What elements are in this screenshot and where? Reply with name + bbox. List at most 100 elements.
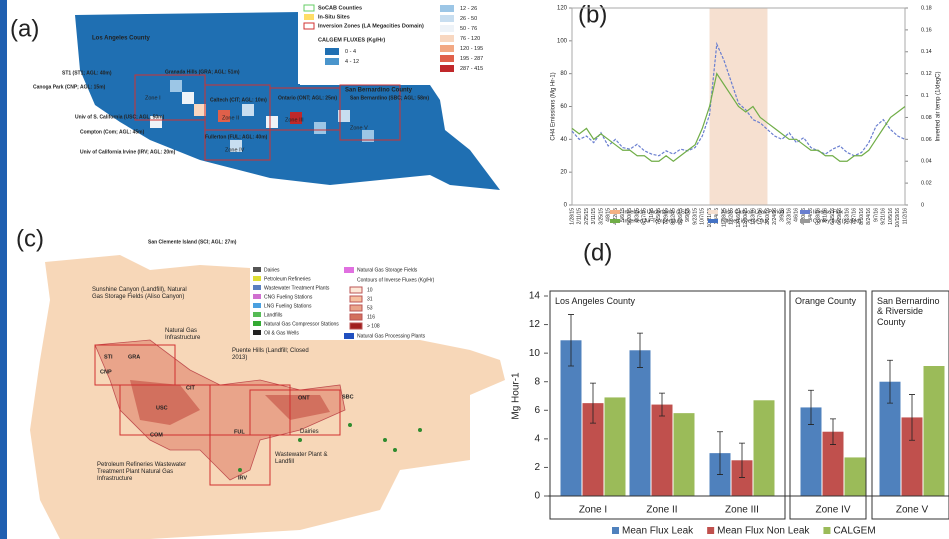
dot	[348, 423, 352, 427]
legend-swatch	[610, 219, 620, 223]
legend-label: Mean Flux Leak	[622, 526, 694, 537]
cell	[194, 104, 206, 116]
legend-label: Inversion Zones (LA Megacities Domain)	[318, 23, 424, 29]
y2-tick-label: 0.18	[921, 5, 932, 11]
x-tick-label: 11/2/16	[902, 208, 908, 225]
county-label: Los Angeles County	[92, 36, 150, 42]
x-tick-label: Zone V	[896, 505, 929, 516]
legend-swatch	[708, 219, 718, 223]
legend-label: Natural Gas Processing Plants	[357, 333, 426, 339]
x-tick-label: 4/6/16	[794, 208, 800, 222]
cell	[314, 122, 326, 134]
legend-label: Oil & Gas Wells	[264, 330, 299, 336]
y-tick-label: 14	[529, 291, 541, 302]
x-tick-label: Zone II	[646, 505, 677, 516]
annotation: Sunshine Canyon (Landfill), Natural Gas …	[92, 287, 187, 301]
annotation: Wastewater Plant & Landfill	[275, 452, 335, 466]
region-label: Los Angeles County	[555, 296, 784, 306]
annotation: Dairies	[300, 429, 340, 436]
legend-label: 116	[367, 314, 375, 320]
legend-label: > 108	[367, 323, 380, 329]
bar	[630, 350, 651, 496]
legend-swatch	[440, 25, 454, 32]
bar	[652, 405, 673, 496]
site-label: San Clemente Island (SCI; AGL: 27m)	[148, 239, 237, 245]
legend-label: 0 - 4	[345, 49, 356, 55]
site-code: FUL	[234, 429, 245, 435]
legend-label: Natural Gas Storage Fields	[357, 267, 418, 273]
annotation: Natural Gas Infrastructure	[165, 328, 220, 342]
bar	[674, 413, 695, 496]
legend-swatch	[350, 323, 362, 329]
bar	[605, 397, 626, 496]
y-tick-label: 10	[529, 348, 541, 359]
legend-label: Petroleum Refineries	[264, 276, 311, 282]
region-label: San Bernardino & Riverside County	[877, 296, 948, 327]
legend-swatch	[800, 219, 810, 223]
legend-swatch	[350, 287, 362, 293]
legend-label: Conley flux (scaled)	[813, 218, 861, 224]
legend-label: 10	[367, 287, 373, 293]
y-tick-label: 0	[534, 491, 540, 502]
dot	[418, 428, 422, 432]
bar	[924, 366, 945, 496]
site-label: ST1 (ST1; AGL: 40m)	[62, 70, 112, 76]
y-axis-label: CH4 Emissions (Mg Hr-1)	[551, 72, 557, 140]
legend-swatch	[304, 14, 314, 20]
site-label: Univ of S. California (USC; AGL: 50m)	[75, 114, 165, 120]
y2-tick-label: 0.12	[921, 71, 932, 77]
legend-label: Inverted Air Temperature	[623, 218, 683, 224]
county-label: San Bernardino County	[345, 88, 413, 94]
site-label: Univ of California Irvine (IRV; AGL: 20m…	[80, 149, 176, 155]
legend-swatch	[253, 294, 261, 299]
y-tick-label: 2	[534, 462, 540, 473]
y2-tick-label: 0.1	[921, 93, 929, 99]
x-tick-label: Zone III	[725, 505, 759, 516]
legend-label: Inverse Flux	[813, 209, 843, 215]
x-tick-label: 8/24/16	[866, 208, 872, 225]
y-tick-label: 40	[560, 137, 567, 143]
zone-label: Zone IV	[225, 147, 245, 153]
annotation: Petroleum Refineries Wastewater Treatmen…	[97, 462, 197, 483]
x-tick-label: 10/19/16	[895, 208, 901, 228]
x-tick-label: 2/25/15	[584, 208, 590, 225]
y2-tick-label: 0.04	[921, 159, 932, 165]
annotation: Puente Hills (Landfill; Closed 2013)	[232, 348, 312, 362]
y-tick-label: 6	[534, 405, 540, 416]
legend-swatch	[344, 267, 354, 273]
y2-tick-label: 0	[921, 202, 924, 208]
dot	[298, 438, 302, 442]
legend-swatch	[350, 296, 362, 302]
legend-label: Filtered inverse flux	[721, 218, 769, 224]
side-strip	[0, 0, 7, 539]
legend-swatch	[325, 48, 339, 55]
legend-swatch	[708, 210, 718, 214]
legend-swatch	[253, 285, 261, 290]
legend-swatch	[253, 267, 261, 272]
legend-swatch	[440, 35, 454, 42]
legend-swatch	[350, 314, 362, 320]
y-tick-label: 80	[560, 71, 567, 77]
legend-swatch	[344, 333, 354, 339]
legend-label: 4 - 12	[345, 59, 359, 65]
x-tick-label: 3/23/16	[787, 208, 793, 225]
y-tick-label: 0	[564, 203, 568, 209]
legend-label: 287 - 415	[460, 66, 483, 72]
legend-label: 76 - 120	[460, 36, 480, 42]
site-code: CIT	[186, 385, 196, 391]
legend-label: 53	[367, 305, 373, 311]
zone-label: Zone III	[285, 117, 304, 123]
y2-tick-label: 0.08	[921, 115, 932, 121]
legend-label: LNG Fueling Stations	[264, 303, 312, 309]
panel-label: (b)	[578, 1, 607, 28]
bar	[754, 400, 775, 496]
site-label: San Bernardino (SBC; AGL: 58m)	[350, 95, 429, 101]
x-tick-label: 3/11/15	[591, 208, 597, 225]
y-tick-label: 120	[557, 6, 568, 12]
site-label: Canoga Park (CNP; AGL: 15m)	[33, 84, 106, 90]
legend-swatch	[610, 210, 620, 214]
x-tick-label: Zone IV	[815, 505, 850, 516]
x-tick-label: 9/7/16	[873, 208, 879, 222]
zone-label: Zone V	[350, 125, 368, 131]
legend-swatch	[253, 321, 261, 326]
